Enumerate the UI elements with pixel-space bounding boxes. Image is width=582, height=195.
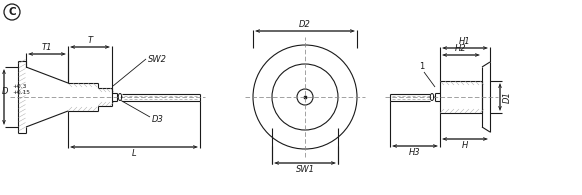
Text: T1: T1: [42, 43, 52, 52]
Text: H: H: [462, 141, 468, 150]
Text: D3: D3: [152, 114, 164, 123]
Text: SW1: SW1: [296, 165, 314, 174]
Text: H1: H1: [459, 37, 471, 46]
Text: +0.3: +0.3: [12, 84, 26, 90]
Text: +0.15: +0.15: [12, 90, 30, 96]
Text: D: D: [2, 88, 8, 97]
Text: 1: 1: [420, 62, 425, 71]
Text: D1: D1: [503, 91, 512, 103]
Text: C: C: [8, 7, 16, 17]
Text: T: T: [87, 36, 93, 45]
Text: H2: H2: [455, 44, 467, 53]
Text: L: L: [132, 149, 136, 158]
Text: D2: D2: [299, 20, 311, 29]
Text: H3: H3: [409, 148, 421, 157]
Text: SW2: SW2: [148, 54, 167, 64]
